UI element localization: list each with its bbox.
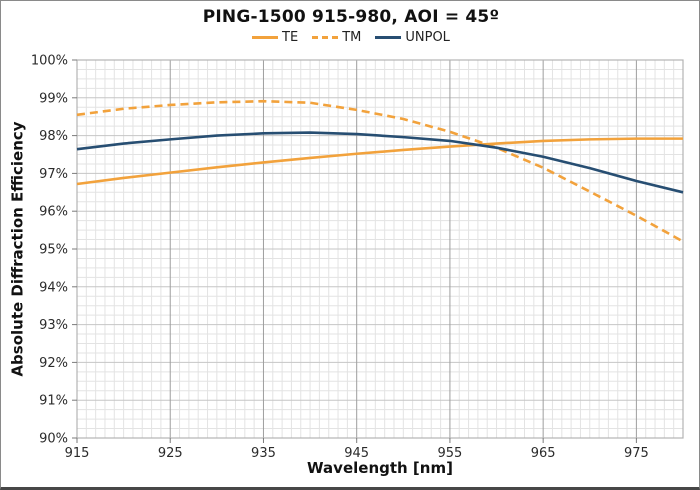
legend-label-unpol: UNPOL (405, 30, 450, 45)
y-tick-label: 98% (39, 129, 68, 144)
x-tick-label: 915 (65, 446, 90, 461)
y-tick-label: 90% (39, 432, 68, 447)
x-tick-label: 935 (251, 446, 276, 461)
legend-item-tm: TM (312, 30, 361, 45)
y-tick-label: 93% (39, 318, 68, 333)
y-tick-label: 97% (39, 167, 68, 182)
legend-label-tm: TM (342, 30, 362, 45)
x-axis-title: Wavelength [nm] (307, 459, 453, 477)
chart-title: PING-1500 915-980, AOI = 45º (202, 7, 500, 27)
y-tick-label: 94% (39, 280, 68, 295)
series-te-line (76, 137, 683, 186)
y-tick-label: 99% (39, 91, 68, 106)
x-tick-label: 975 (624, 446, 649, 461)
y-tick-label: 91% (39, 394, 68, 409)
y-tick-label: 96% (39, 205, 68, 220)
series-tm-line (76, 99, 684, 243)
y-tick-label: 95% (39, 243, 68, 258)
legend-item-unpol: UNPOL (375, 30, 450, 45)
series-unpol-line (76, 131, 684, 194)
y-tick-label: 100% (31, 54, 68, 69)
chart-legend: TE TM UNPOL (1, 30, 699, 45)
legend-label-te: TE (282, 30, 299, 45)
y-tick-label: 92% (39, 356, 68, 371)
te-line-sample-icon (252, 36, 279, 39)
x-tick-label: 945 (344, 446, 369, 461)
unpol-line-sample-icon (375, 36, 402, 39)
legend-item-te: TE (252, 30, 298, 45)
tm-dashed-line-sample-icon (312, 36, 339, 39)
x-tick-label: 955 (438, 446, 463, 461)
x-tick-label: 925 (158, 446, 183, 461)
x-tick-label: 965 (531, 446, 556, 461)
